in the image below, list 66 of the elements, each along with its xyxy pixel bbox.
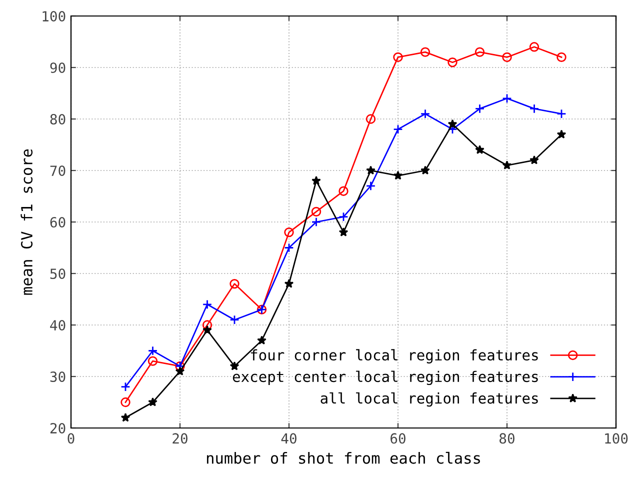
point: [338, 227, 348, 236]
point: [175, 366, 185, 376]
legend-label: all local region features: [320, 392, 538, 407]
x-tick-label: 80: [500, 433, 514, 444]
point: [284, 227, 294, 238]
point: [475, 145, 484, 154]
x-tick-label: 100: [605, 433, 628, 444]
y-tick-label: 70: [50, 166, 66, 176]
x-axis-title: number of shot from each class: [206, 452, 480, 464]
point: [393, 52, 403, 62]
point: [120, 412, 130, 422]
y-tick-label: 50: [50, 268, 66, 280]
point: [120, 382, 130, 392]
point: [202, 320, 212, 330]
x-tick-label: 40: [281, 433, 296, 444]
y-tick-label: 80: [50, 114, 66, 125]
point: [257, 336, 266, 345]
y-tick-label: 60: [50, 217, 66, 228]
x-tick-label: 60: [390, 433, 406, 444]
y-axis-title: mean CV f1 score: [20, 149, 33, 295]
point: [420, 108, 430, 119]
y-tick-label: 40: [50, 320, 66, 331]
point: [420, 47, 430, 57]
legend-label: four corner local region features: [250, 349, 538, 364]
point: [284, 242, 294, 253]
point: [366, 181, 376, 191]
point: [366, 166, 376, 175]
point: [474, 47, 485, 57]
point: [502, 94, 512, 104]
y-tick-label: 90: [50, 62, 66, 74]
y-tick-label: 30: [50, 372, 66, 382]
point: [393, 124, 403, 134]
point: [338, 212, 348, 222]
point: [448, 57, 458, 68]
legend-label: except center local region features: [232, 370, 538, 386]
x-tick-label: 0: [68, 433, 74, 444]
point: [312, 176, 321, 185]
point: [148, 356, 158, 366]
point: [148, 346, 158, 356]
x-tick-label: 20: [172, 433, 188, 444]
point: [529, 104, 540, 114]
point: [556, 52, 566, 62]
point: [556, 108, 566, 119]
y-tick-label: 100: [42, 11, 66, 22]
point: [420, 166, 430, 175]
point: [202, 325, 212, 334]
point: [311, 217, 322, 227]
point: [474, 104, 485, 114]
point: [556, 130, 566, 139]
point: [230, 278, 240, 289]
point: [448, 119, 458, 128]
point: [530, 155, 539, 164]
point: [311, 206, 322, 217]
point: [230, 361, 240, 370]
point: [529, 42, 540, 52]
point: [502, 160, 512, 170]
point: [366, 114, 376, 124]
point: [202, 300, 212, 310]
point: [393, 170, 403, 180]
point: [120, 397, 130, 408]
point: [148, 397, 158, 406]
point: [338, 186, 348, 196]
point: [284, 278, 294, 288]
point: [230, 314, 240, 325]
point: [502, 52, 512, 62]
y-tick-label: 20: [50, 423, 66, 434]
